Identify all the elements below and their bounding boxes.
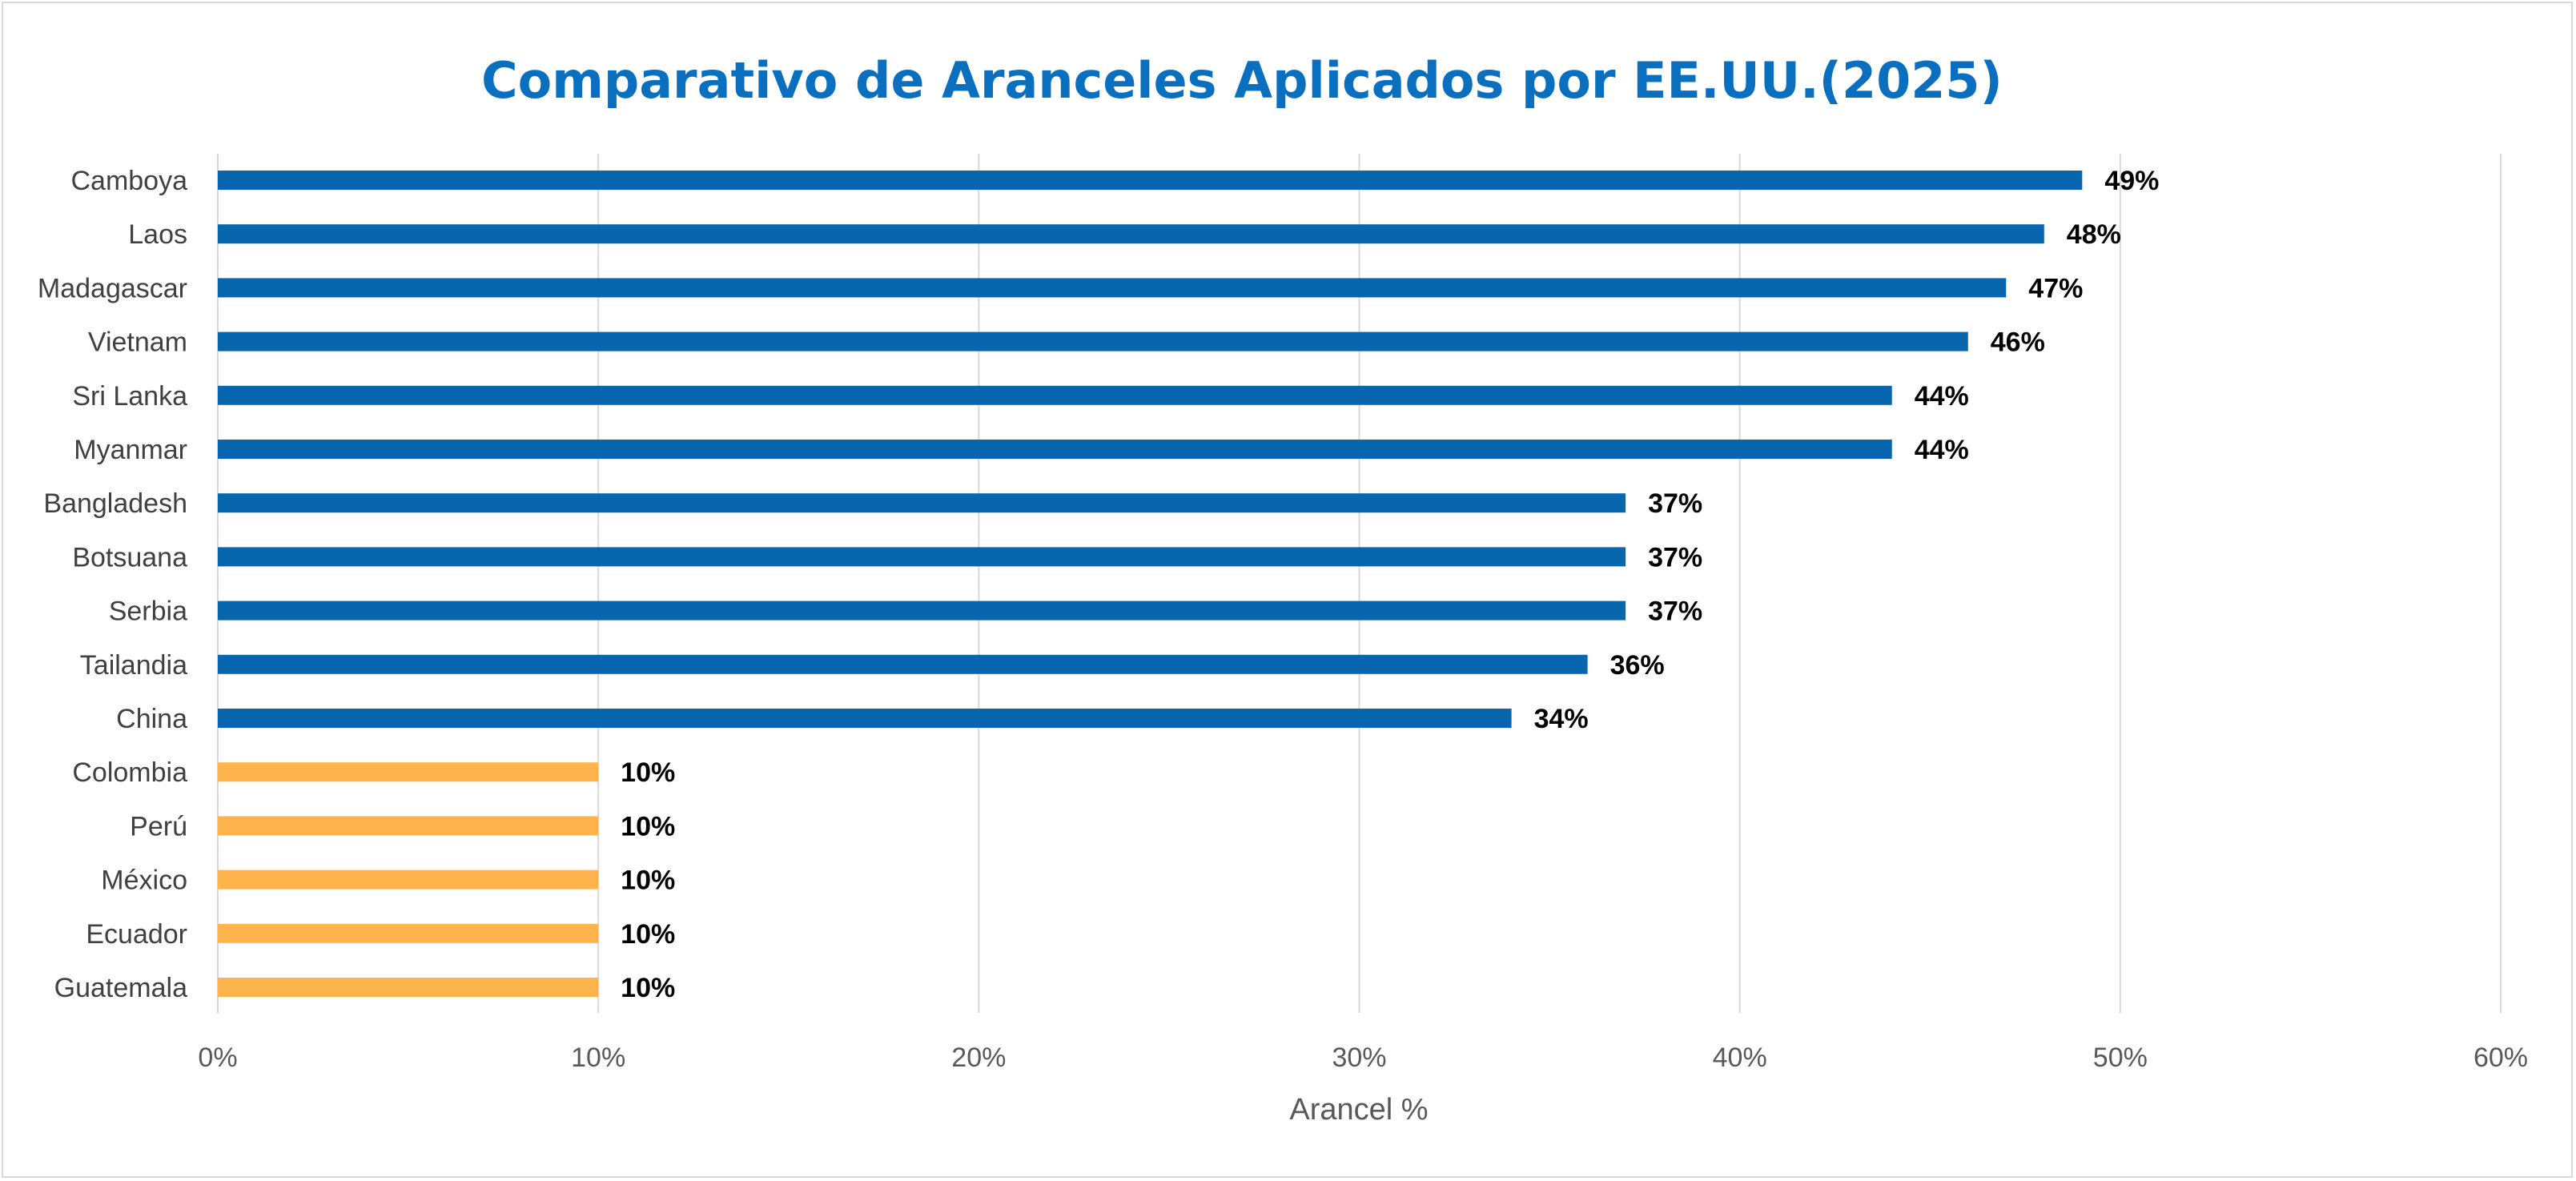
category-label: Myanmar	[74, 435, 187, 465]
bar	[218, 493, 1626, 513]
category-label: Perú	[130, 811, 187, 842]
category-label: Vietnam	[88, 327, 187, 358]
category-label: Botsuana	[72, 542, 187, 572]
data-label: 46%	[1991, 327, 2045, 358]
category-label: México	[101, 866, 187, 896]
x-tick-label: 50%	[2093, 1042, 2148, 1073]
bar	[218, 278, 2007, 298]
x-tick-label: 60%	[2474, 1042, 2528, 1073]
data-label: 47%	[2028, 273, 2083, 303]
bar	[218, 171, 2083, 190]
x-tick-label: 40%	[1713, 1042, 1767, 1073]
data-labels: 49% 48% 47% 46% 44% 44% 37% 37% 37% 36% 34% 10% 10% 1…	[621, 166, 2159, 1003]
category-label: Guatemala	[54, 973, 187, 1003]
category-labels: Camboya Laos Madagascar Vietnam Sri Lanka Mya…	[38, 166, 187, 1003]
category-label: Serbia	[109, 597, 187, 627]
bar	[218, 440, 1892, 459]
data-label: 44%	[1915, 381, 1969, 412]
data-label: 44%	[1915, 435, 1969, 465]
data-label: 10%	[621, 866, 675, 896]
x-axis-title: Arancel %	[1289, 1093, 1428, 1127]
data-label: 10%	[621, 757, 675, 788]
data-label: 37%	[1648, 542, 1702, 572]
category-label: Camboya	[70, 166, 187, 196]
bar	[218, 923, 599, 943]
category-label: China	[116, 704, 187, 734]
x-axis-ticks: 0% 10% 20% 30% 40% 50% 60%	[198, 1042, 2528, 1073]
x-tick-label: 20%	[951, 1042, 1006, 1073]
data-label: 36%	[1610, 650, 1665, 681]
data-label: 48%	[2067, 219, 2121, 250]
category-label: Bangladesh	[43, 488, 187, 519]
bar	[218, 709, 1512, 728]
data-label: 37%	[1648, 597, 1702, 627]
bar	[218, 654, 1588, 674]
data-label: 34%	[1534, 704, 1589, 734]
category-label: Laos	[128, 219, 187, 250]
chart-title: Comparativo de Aranceles Aplicados por E…	[481, 51, 2003, 110]
bar	[218, 978, 599, 997]
bar	[218, 224, 2044, 244]
bar	[218, 816, 599, 836]
category-label: Ecuador	[86, 919, 187, 950]
bar	[218, 762, 599, 782]
x-tick-label: 30%	[1332, 1042, 1386, 1073]
data-label: 49%	[2104, 166, 2159, 196]
bar	[218, 385, 1892, 405]
bar	[218, 547, 1626, 567]
category-label: Sri Lanka	[72, 381, 187, 412]
bars	[218, 171, 2083, 997]
data-label: 10%	[621, 973, 675, 1003]
x-tick-label: 0%	[198, 1042, 237, 1073]
category-label: Madagascar	[38, 273, 187, 303]
category-label: Tailandia	[80, 650, 187, 681]
x-tick-label: 10%	[571, 1042, 625, 1073]
data-label: 10%	[621, 811, 675, 842]
bar	[218, 601, 1626, 621]
category-label: Colombia	[72, 757, 187, 788]
data-label: 37%	[1648, 488, 1702, 519]
bar	[218, 870, 599, 890]
data-label: 10%	[621, 919, 675, 950]
bar	[218, 331, 1968, 351]
